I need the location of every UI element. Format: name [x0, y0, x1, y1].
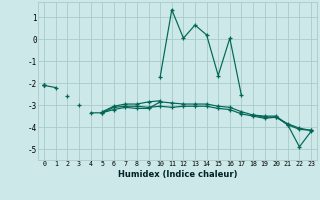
X-axis label: Humidex (Indice chaleur): Humidex (Indice chaleur)	[118, 170, 237, 179]
